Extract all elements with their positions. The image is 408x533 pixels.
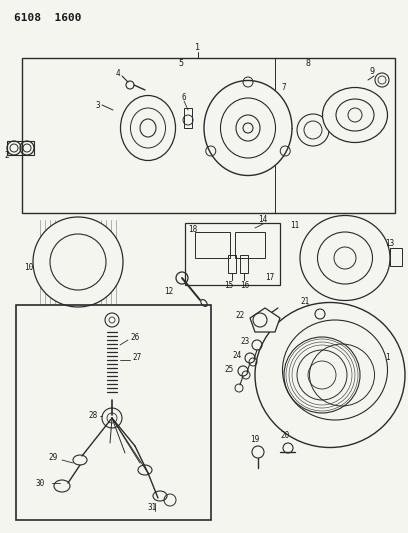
Circle shape (33, 217, 123, 307)
Text: 15: 15 (224, 280, 233, 289)
Text: 11: 11 (290, 222, 299, 230)
Text: 2: 2 (4, 150, 9, 159)
Ellipse shape (120, 95, 175, 160)
Text: 23: 23 (240, 337, 249, 346)
Bar (235, 232, 265, 258)
Text: 29: 29 (48, 454, 57, 463)
Ellipse shape (204, 80, 292, 175)
Text: 19: 19 (250, 435, 259, 445)
Bar (184, 108, 192, 128)
Ellipse shape (220, 98, 275, 158)
Text: 18: 18 (188, 225, 197, 235)
Text: 9: 9 (370, 68, 375, 77)
Ellipse shape (255, 303, 405, 448)
Text: 31: 31 (148, 504, 157, 513)
Text: 6: 6 (181, 93, 186, 102)
Bar (185, 223, 280, 285)
Text: 24: 24 (232, 351, 241, 360)
Bar (228, 255, 236, 273)
Ellipse shape (322, 87, 388, 142)
Text: 21: 21 (300, 297, 309, 306)
Text: 30: 30 (36, 479, 45, 488)
Text: 16: 16 (240, 280, 249, 289)
Bar (16, 305, 211, 520)
Text: 14: 14 (258, 215, 267, 224)
Ellipse shape (300, 215, 390, 301)
Bar (240, 255, 248, 273)
Text: 1: 1 (385, 353, 390, 362)
Bar (7, 141, 34, 155)
Bar (22, 58, 395, 213)
Text: 27: 27 (132, 353, 141, 362)
Bar (390, 248, 402, 266)
Text: 28: 28 (88, 410, 97, 419)
Text: 22: 22 (235, 311, 244, 319)
Text: 4: 4 (116, 69, 121, 77)
Polygon shape (250, 308, 280, 332)
Text: 1: 1 (195, 43, 200, 52)
Text: 6108  1600: 6108 1600 (14, 13, 82, 23)
Text: 7: 7 (282, 84, 287, 93)
Text: 10: 10 (24, 263, 33, 272)
Text: 12: 12 (164, 287, 173, 296)
Bar (195, 232, 230, 258)
Text: 17: 17 (265, 273, 274, 282)
Text: 26: 26 (130, 334, 139, 343)
Text: 5: 5 (178, 59, 183, 68)
Text: 8: 8 (305, 59, 310, 68)
Text: 13: 13 (385, 239, 394, 248)
Text: 3: 3 (95, 101, 100, 109)
Text: 20: 20 (280, 431, 289, 440)
Text: 25: 25 (224, 366, 233, 375)
